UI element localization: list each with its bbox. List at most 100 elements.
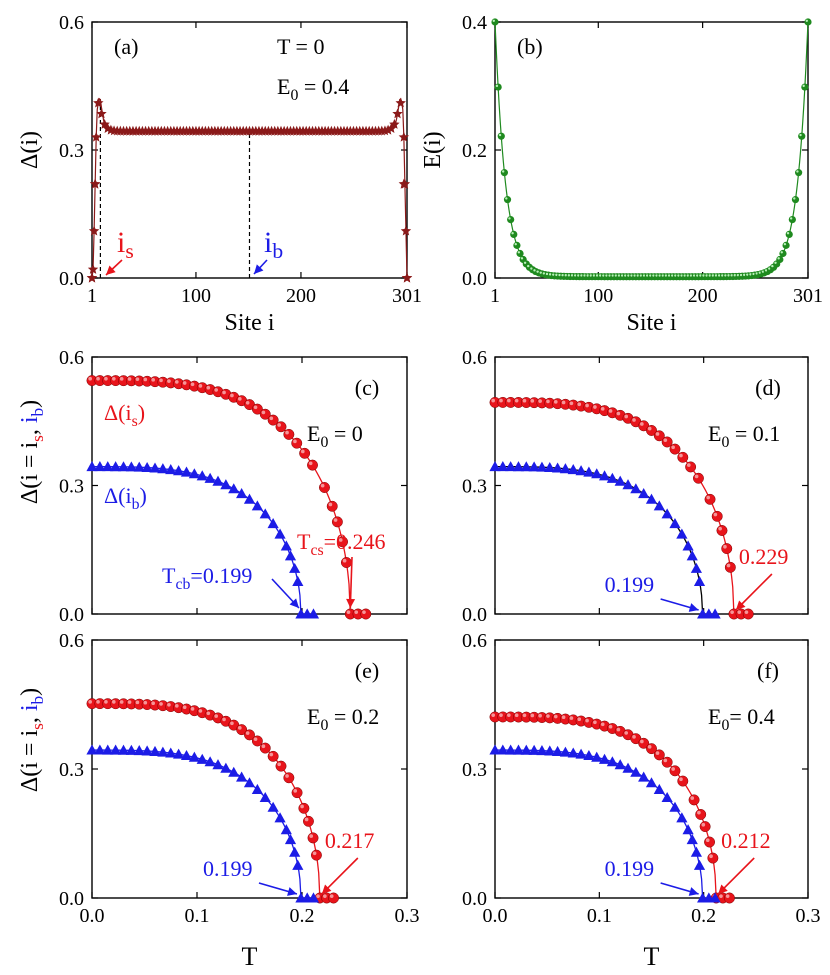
y-axis-label-e-part: Δ(i = i [17,730,43,793]
marker-d-s0-highlight [713,512,718,517]
marker-e-s0-highlight [151,701,155,706]
marker-e-s1 [188,751,200,762]
panel-label-f: (f) [757,658,779,683]
marker-f-s0-highlight [593,720,597,725]
marker-d-s1 [575,465,587,476]
marker-c-s0-highlight [328,502,333,507]
marker-c-s0 [326,500,338,512]
marker-f-s0-highlight [616,727,621,732]
marker-e-s1 [204,756,216,767]
tc-label-red-f: 0.212 [721,828,771,853]
energy-marker-highlight [702,274,705,277]
annotation-E0-a-part: E [277,74,290,99]
energy-profile-line [494,21,809,278]
energy-marker-highlight [536,270,539,273]
tc-label-cs-part: cs [310,542,323,559]
energy-marker-highlight [645,274,649,277]
y-axis-label-c-part: ) [17,400,43,408]
y-axis-label-e-part: b [28,696,47,705]
marker-e-s0-highlight [96,700,100,704]
energy-marker-highlight [589,274,593,277]
star-marker [382,124,394,135]
label-is: is [117,226,134,263]
star-marker [386,123,397,134]
marker-d-s0-highlight [640,422,644,426]
marker-d-s1 [690,562,702,573]
annotation-E0-a-part: 0 [290,87,298,104]
marker-c-s1 [243,493,256,504]
marker-d-s1 [686,550,698,561]
label-is-part: i [117,226,125,259]
marker-d-s0-highlight [706,495,711,500]
marker-e-s0-highlight [222,717,226,722]
marker-f-s1 [622,762,634,773]
marker-d-s1 [638,487,650,499]
energy-marker-highlight [636,274,639,277]
energy-marker-highlight [533,269,536,272]
tc-label-cb-part: T [162,563,176,588]
energy-marker-highlight [492,19,495,22]
energy-marker-highlight [652,274,655,277]
marker-c-s1 [102,461,114,472]
y-axis-label-c-part: i [17,416,43,423]
y-tick-label-d: 0.3 [462,476,487,498]
energy-marker [503,196,512,204]
energy-marker [782,241,790,249]
energy-marker-highlight [796,170,799,173]
marker-e-s0-highlight [304,817,309,822]
y-tick-label-e: 0.3 [59,759,84,781]
marker-c-s1 [180,466,193,477]
marker-d-s0-highlight [522,398,527,403]
x-tick-label-b: 200 [688,285,718,307]
marker-d-s0 [721,543,733,555]
y-axis-label-e-part: ) [17,688,43,696]
marker-f-s0-highlight [705,838,710,843]
legend-delta-ib-part: b [132,496,140,513]
energy-marker-highlight [530,267,533,270]
marker-d-s0-highlight [546,399,550,404]
energy-marker [791,196,800,204]
energy-marker-highlight [614,274,618,277]
marker-f-s1 [686,834,698,845]
annotation-E0-e: E0 = 0.2 [307,704,379,734]
annotation-E0-c-part: E [307,421,320,446]
energy-marker-highlight [736,273,740,277]
marker-e-s0 [298,802,310,814]
energy-marker-highlight [586,274,589,277]
marker-f-s0-highlight [725,894,730,898]
energy-marker-highlight [705,274,708,277]
y-axis-label-c-part: b [28,408,47,417]
marker-e-s0-highlight [127,700,132,704]
marker-f-s1 [606,756,618,767]
tc-label-red-d: 0.229 [739,544,789,569]
marker-c-s0 [340,557,352,568]
energy-marker-highlight [649,274,652,277]
marker-e-s0-highlight [119,700,124,704]
energy-marker-highlight [768,267,771,270]
marker-c-s0-highlight [167,379,171,383]
marker-d-s0-highlight [577,402,582,407]
marker-e-s1 [259,791,271,803]
marker-d-s0-highlight [616,411,621,416]
marker-c-s0 [331,516,343,528]
gap-profile-line [91,97,408,279]
marker-e-s0-highlight [198,709,203,713]
energy-marker-highlight [605,274,608,277]
energy-marker-highlight [620,274,624,277]
legend-delta-is-part: Δ(i [104,400,132,425]
marker-e-s0-highlight [88,700,92,704]
marker-c-s0-highlight [285,430,289,435]
marker-c-s1 [289,562,301,573]
y-axis-label-a: Δ(i) [17,131,43,169]
annotation-E0-a: E0 = 0.4 [277,74,349,104]
marker-f-s0-highlight [608,724,613,729]
panel-label-e: (e) [355,658,379,683]
marker-d-s1 [645,493,658,504]
marker-c-s0-highlight [190,382,195,387]
marker-c-s0-highlight [96,376,100,381]
energy-marker-highlight [799,133,802,137]
energy-marker [804,18,812,26]
energy-marker-highlight [805,19,808,22]
marker-e-s1 [251,783,263,795]
marker-c-s0-highlight [333,518,338,522]
